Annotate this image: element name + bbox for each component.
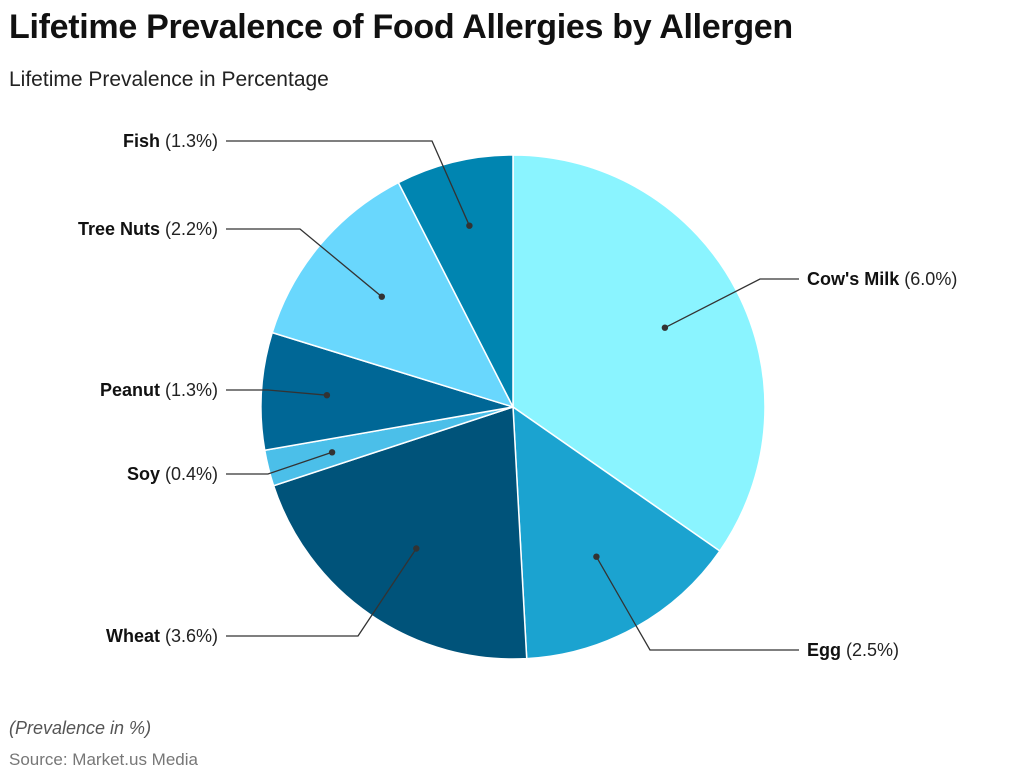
slice-label-value: (6.0%): [899, 269, 957, 289]
source-text: Source: Market.us Media: [9, 750, 198, 769]
leader-dot-fish: [466, 222, 473, 229]
slice-label-name: Soy: [127, 464, 160, 484]
leader-line-fish: [226, 140, 470, 226]
slice-label-name: Egg: [807, 640, 841, 660]
leader-line-peanut: [226, 389, 327, 396]
slice-label-egg: Egg (2.5%): [807, 640, 899, 660]
slice-label-peanut: Peanut (1.3%): [100, 380, 218, 400]
pie-slice-peanut: [260, 331, 514, 452]
chart-subtitle: Lifetime Prevalence in Percentage: [9, 68, 329, 91]
slice-label-name: Tree Nuts: [78, 219, 160, 239]
pie-slice-cow-s-milk: [512, 154, 766, 553]
slice-label-value: (2.2%): [160, 219, 218, 239]
leader-line-soy: [226, 451, 333, 475]
slice-label-value: (1.3%): [160, 131, 218, 151]
chart-title: Lifetime Prevalence of Food Allergies by…: [9, 8, 793, 46]
slice-label-name: Peanut: [100, 380, 160, 400]
slice-label-fish: Fish (1.3%): [123, 131, 218, 151]
pie-slice-egg: [512, 405, 721, 660]
pie-slice-fish: [397, 154, 514, 408]
leader-dot-soy: [328, 449, 336, 456]
leader-line-wheat: [226, 548, 417, 637]
leader-line-tree-nuts: [226, 228, 383, 298]
leader-dot-tree-nuts: [378, 293, 385, 300]
slice-label-wheat: Wheat (3.6%): [106, 626, 218, 646]
slice-label-value: (2.5%): [841, 640, 899, 660]
leader-line-cow-s-milk: [664, 278, 799, 329]
leader-dot-wheat: [413, 545, 420, 552]
slice-label-name: Fish: [123, 131, 160, 151]
leader-line-egg: [595, 556, 799, 651]
leader-dot-peanut: [323, 392, 331, 399]
slice-label-soy: Soy (0.4%): [127, 464, 218, 484]
slice-label-value: (1.3%): [160, 380, 218, 400]
slice-label-cow-s-milk: Cow's Milk (6.0%): [807, 269, 957, 289]
slice-label-name: Wheat: [106, 626, 160, 646]
pie-slice-wheat: [272, 405, 528, 660]
leader-dot-cow-s-milk: [661, 324, 669, 331]
leader-dot-egg: [593, 553, 600, 560]
slice-label-name: Cow's Milk: [807, 269, 900, 289]
slice-label-value: (3.6%): [160, 626, 218, 646]
slice-label-value: (0.4%): [160, 464, 218, 484]
slice-label-tree-nuts: Tree Nuts (2.2%): [78, 219, 218, 239]
unit-note: (Prevalence in %): [9, 718, 152, 738]
